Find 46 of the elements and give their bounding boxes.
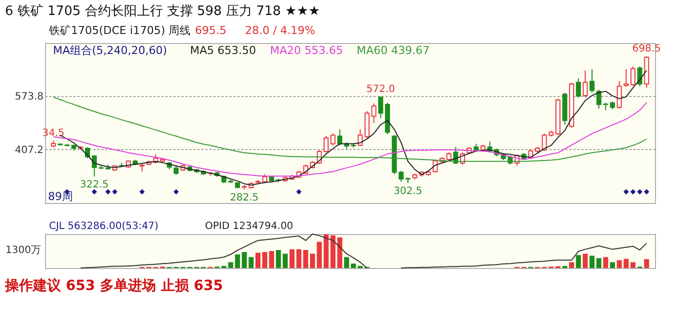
candlestick <box>371 102 376 124</box>
text: CJL 563286.00(53:47) <box>49 221 158 232</box>
candlestick <box>337 128 342 146</box>
annotation: 302.5 <box>394 186 422 197</box>
text: 695.5 <box>195 24 226 37</box>
candlestick <box>637 66 642 87</box>
bar <box>290 249 295 268</box>
text: OPID 1234794.00 <box>205 221 294 232</box>
bar <box>576 255 581 268</box>
text: 铁矿1705(DCE i1705) 周线 <box>48 24 191 37</box>
candlestick <box>330 133 336 146</box>
annotation: 322.5 <box>80 180 109 191</box>
bar <box>255 252 260 268</box>
candlestick <box>364 110 370 139</box>
candlestick <box>630 66 636 86</box>
candlestick <box>378 96 384 119</box>
text: MA60 439.67 <box>356 44 430 57</box>
bar <box>630 262 636 268</box>
legend-title: MA组合(5,240,20,60) <box>53 44 168 57</box>
text: MA20 553.65 <box>270 44 343 57</box>
bar <box>344 257 350 268</box>
bar <box>569 262 574 268</box>
bar <box>310 254 315 268</box>
chart-title: 6 铁矿 1705 合约长阳上行 支撑 598 压力 718 ★★★ <box>5 4 320 19</box>
annotation: 572.0 <box>366 84 395 95</box>
bar <box>590 256 595 268</box>
y-tick-label: 407.2 <box>14 144 44 156</box>
bar <box>235 254 240 268</box>
y-tick-label: 573.8 <box>14 92 44 103</box>
annotation: 698.5 <box>632 43 661 54</box>
annotation: 282.5 <box>230 192 259 204</box>
bar <box>644 259 650 268</box>
bar <box>610 262 615 268</box>
candlestick <box>582 70 588 98</box>
annotation: 34.5 <box>42 128 65 139</box>
text: 1300万 <box>6 245 41 256</box>
bar <box>596 258 602 268</box>
bar <box>582 254 588 268</box>
candlestick <box>576 78 581 98</box>
bar <box>337 237 342 268</box>
bar <box>330 235 336 268</box>
text: 28.0 / 4.19% <box>245 24 316 37</box>
text: 操作建议 653 多单进场 止损 635 <box>4 277 223 294</box>
bar <box>603 257 608 268</box>
text: MA5 653.50 <box>190 44 256 57</box>
candlestick <box>590 68 595 94</box>
